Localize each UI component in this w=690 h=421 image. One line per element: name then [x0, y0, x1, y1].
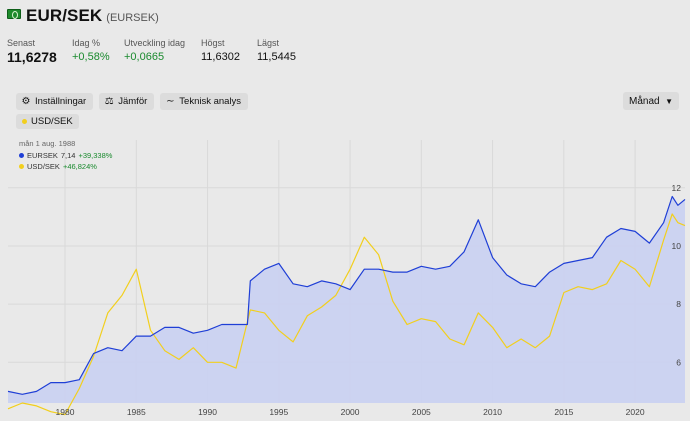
x-tick-label: 1995 — [269, 407, 288, 417]
instrument-header: EUR/SEK (EURSEK) — [7, 6, 159, 26]
instrument-ticker: (EURSEK) — [106, 12, 159, 24]
legend-series-change: +39,338% — [78, 151, 113, 160]
stat-high: Högst 11,6302 — [201, 38, 240, 63]
series-area-eursek — [8, 196, 685, 403]
stat-value: 11,5445 — [257, 51, 296, 63]
chart-toolbar: ⚙ Inställningar ⚖ Jämför ∼ Teknisk analy… — [16, 93, 249, 110]
compare-chip-usdsek[interactable]: USD/SEK — [16, 114, 79, 129]
legend-series-name: EURSEK — [27, 151, 58, 160]
legend-date: mån 1 aug. 1988 — [19, 139, 76, 148]
y-tick-label: 8 — [676, 299, 681, 309]
stat-value: 11,6278 — [7, 49, 57, 65]
instrument-title: EUR/SEK — [26, 6, 103, 25]
stat-value: +0,0665 — [124, 51, 165, 63]
x-tick-label: 1990 — [198, 407, 217, 417]
stat-low: Lägst 11,5445 — [257, 38, 296, 63]
x-tick-label: 2005 — [412, 407, 431, 417]
chart-legend: mån 1 aug. 1988 EURSEK 7,14 +39,338% USD… — [19, 139, 112, 173]
stat-last: Senast 11,6278 — [7, 38, 57, 65]
legend-row-usdsek: USD/SEK +46,824% — [19, 162, 112, 171]
legend-series-value: 7,14 — [60, 151, 76, 160]
stat-value: 11,6302 — [201, 51, 240, 63]
y-tick-label: 6 — [676, 357, 681, 367]
x-tick-label: 2010 — [483, 407, 502, 417]
money-flag-icon — [7, 9, 21, 19]
legend-series-name: USD/SEK — [27, 162, 60, 171]
legend-series-change: +46,824% — [62, 162, 97, 171]
scale-icon: ⚖ — [104, 96, 114, 107]
stat-label: Utveckling idag — [124, 38, 186, 48]
series-color-dot — [22, 119, 27, 124]
stat-value: +0,58% — [72, 51, 110, 63]
settings-button[interactable]: ⚙ Inställningar — [16, 93, 94, 110]
series-line-usdsek — [7, 213, 686, 416]
x-tick-label: 2020 — [626, 407, 645, 417]
chevron-down-icon: ▼ — [665, 96, 673, 106]
y-tick-label: 12 — [672, 183, 682, 193]
compare-button[interactable]: ⚖ Jämför — [99, 93, 155, 110]
stat-label: Lägst — [257, 38, 280, 48]
stat-label: Senast — [7, 38, 36, 48]
compare-chip-label: USD/SEK — [31, 116, 73, 127]
technical-analysis-button[interactable]: ∼ Teknisk analys — [160, 93, 249, 110]
x-tick-label: 1985 — [127, 407, 146, 417]
gear-icon: ⚙ — [21, 96, 31, 107]
trend-line-icon: ∼ — [166, 96, 175, 107]
series-color-dot — [19, 164, 24, 169]
stat-label: Idag % — [72, 38, 101, 48]
x-tick-label: 2000 — [341, 407, 360, 417]
x-tick-label: 2015 — [554, 407, 573, 417]
stats-bar: Senast 11,6278 Idag % +0,58% Utveckling … — [0, 38, 690, 68]
series-line-eursek — [7, 195, 686, 395]
x-tick-label: 1980 — [56, 407, 75, 417]
compare-label: Jämför — [118, 96, 148, 107]
technical-analysis-label: Teknisk analys — [179, 96, 242, 107]
period-label: Månad — [629, 95, 660, 107]
series-color-dot — [19, 153, 24, 158]
settings-label: Inställningar — [35, 96, 87, 107]
stat-label: Högst — [201, 38, 225, 48]
period-select[interactable]: Månad ▼ — [623, 92, 679, 110]
y-tick-label: 10 — [672, 241, 682, 251]
stat-today-pct: Idag % +0,58% — [72, 38, 110, 63]
stat-today-change: Utveckling idag +0,0665 — [124, 38, 185, 63]
legend-row-eursek: EURSEK 7,14 +39,338% — [19, 151, 112, 160]
